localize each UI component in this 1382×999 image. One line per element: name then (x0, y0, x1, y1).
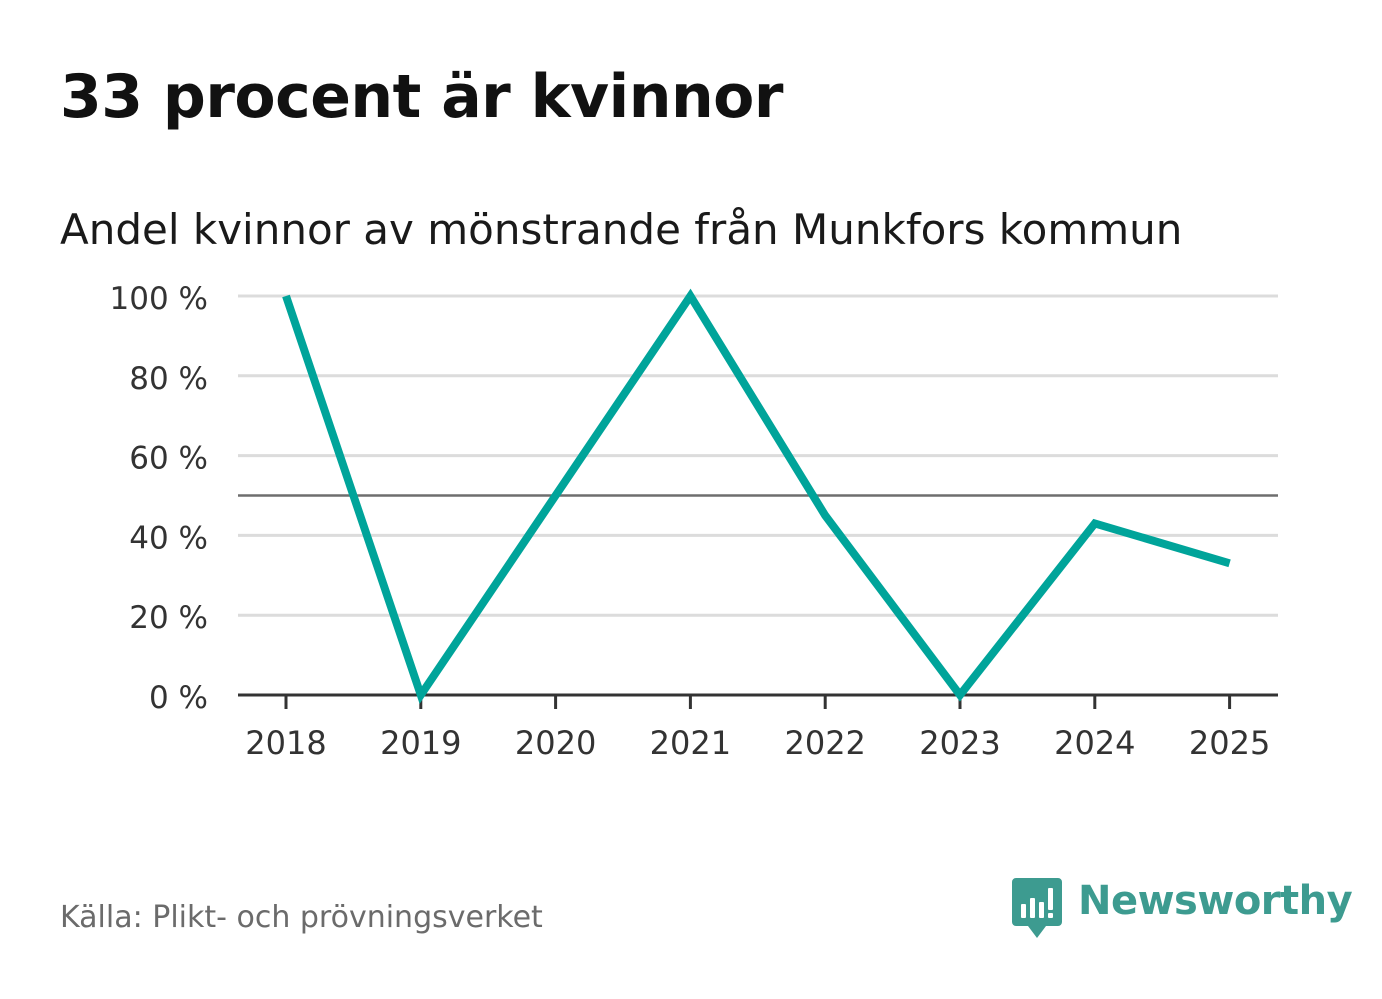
series-group (282, 288, 1234, 704)
newsworthy-logo-icon (1012, 878, 1062, 938)
data-point-2024 (1091, 519, 1099, 527)
brand-logo: Newsworthy (1012, 878, 1353, 940)
y-tick-label: 60 % (129, 441, 208, 477)
y-tick-label: 20 % (129, 600, 208, 636)
data-point-2020 (552, 492, 560, 500)
brand-name: Newsworthy (1078, 878, 1353, 924)
series-line (282, 288, 1231, 704)
chart-subtitle: Andel kvinnor av mönstrande från Munkfor… (60, 205, 1183, 254)
x-tick-label: 2018 (245, 724, 326, 762)
y-axis-tick-labels: 0 % 20 % 40 % 60 % 80 % 100 % (110, 281, 208, 716)
data-point-2023 (956, 691, 964, 699)
x-tick-label: 2024 (1054, 724, 1135, 762)
x-tick-label: 2023 (919, 724, 1000, 762)
source-note: Källa: Plikt- och prövningsverket (60, 900, 543, 935)
x-tick-label: 2019 (380, 724, 461, 762)
x-axis-tick-labels: 2018 2019 2020 2021 2022 2023 2024 2025 (245, 724, 1270, 762)
y-tick-label: 100 % (110, 281, 208, 317)
data-point-2018 (282, 292, 290, 300)
x-tick-label: 2020 (515, 724, 596, 762)
x-axis (238, 693, 1278, 709)
data-point-2022 (821, 511, 829, 519)
x-tick-label: 2025 (1189, 724, 1270, 762)
y-tick-label: 80 % (129, 361, 208, 397)
x-tick-label: 2022 (784, 724, 865, 762)
data-point-2025 (1226, 559, 1234, 567)
y-tick-label: 40 % (129, 520, 208, 556)
x-tick-label: 2021 (650, 724, 731, 762)
gridlines (238, 294, 1278, 617)
data-point-2021 (686, 292, 694, 300)
data-point-2019 (417, 691, 425, 699)
chart-title: 33 procent är kvinnor (60, 62, 783, 132)
y-tick-label: 0 % (149, 680, 208, 716)
